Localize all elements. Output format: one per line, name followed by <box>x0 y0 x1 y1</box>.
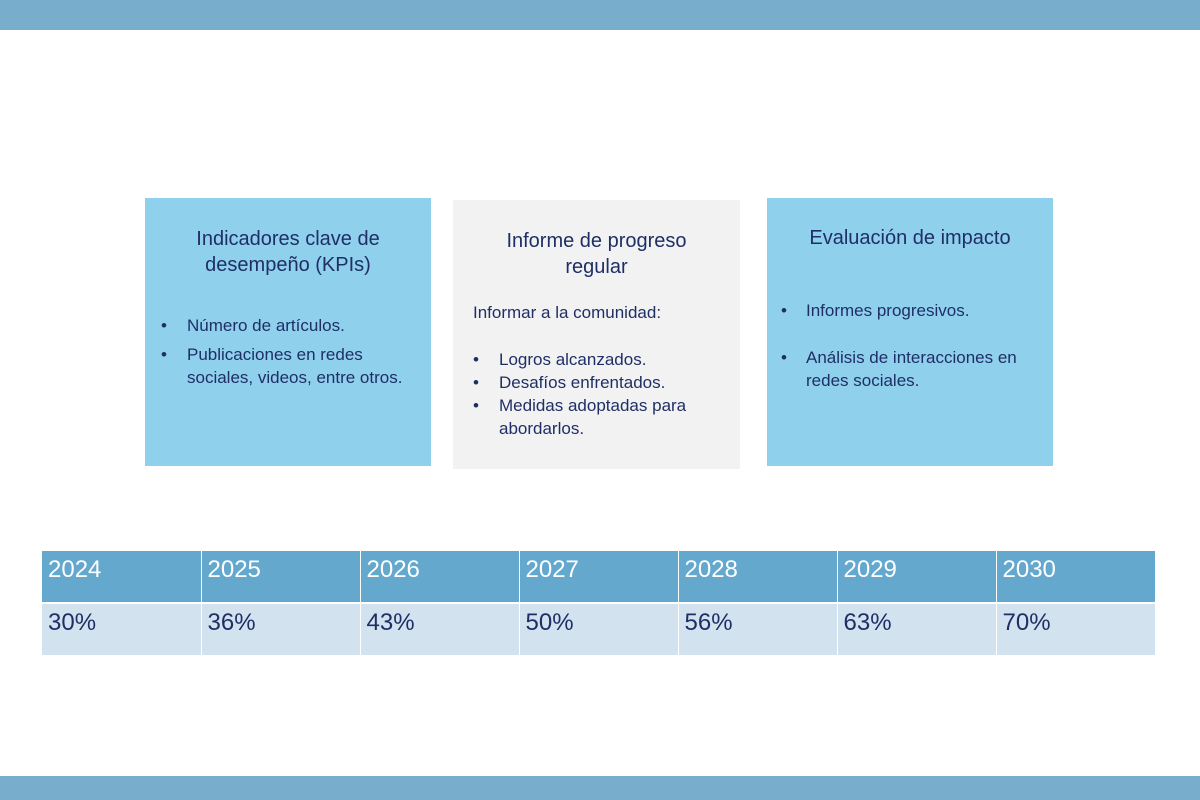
kpi-bullet-list: Número de artículos. Publicaciones en re… <box>145 314 431 395</box>
percent-cell: 50% <box>519 603 679 655</box>
list-item: Desafíos enfrentados. <box>453 371 740 394</box>
table-row: 30% 36% 43% 50% 56% 63% 70% <box>42 603 1155 655</box>
kpi-card: Indicadores clave de desempeño (KPIs) Nú… <box>145 198 431 466</box>
kpi-card-title: Indicadores clave de desempeño (KPIs) <box>196 228 380 276</box>
year-cell: 2026 <box>360 551 520 604</box>
bottom-decorative-band <box>0 776 1200 800</box>
impact-card-title: Evaluación de impacto <box>809 227 1011 249</box>
percent-cell: 63% <box>837 603 997 655</box>
yearly-target-table: 2024 2025 2026 2027 2028 2029 2030 30% 3… <box>42 551 1155 655</box>
year-cell: 2028 <box>678 551 838 604</box>
list-item: Publicaciones en redes sociales, videos,… <box>145 343 431 389</box>
progress-report-card: Informe de progreso regular Informar a l… <box>453 200 740 469</box>
top-decorative-band <box>0 0 1200 30</box>
list-item: Número de artículos. <box>145 314 431 337</box>
impact-bullet-list: Informes progresivos. Análisis de intera… <box>767 299 1053 416</box>
impact-evaluation-card: Evaluación de impacto Informes progresiv… <box>767 198 1053 466</box>
year-cell: 2030 <box>996 551 1155 604</box>
percent-cell: 30% <box>42 603 202 655</box>
progress-card-title: Informe de progreso regular <box>506 230 687 278</box>
list-item: Medidas adoptadas para abordarlos. <box>453 394 740 440</box>
year-cell: 2024 <box>42 551 202 604</box>
percent-cell: 70% <box>996 603 1155 655</box>
percent-cell: 36% <box>201 603 361 655</box>
percent-cell: 56% <box>678 603 838 655</box>
table-header-row: 2024 2025 2026 2027 2028 2029 2030 <box>42 551 1155 604</box>
list-item: Análisis de interacciones en redes socia… <box>767 346 1053 392</box>
progress-card-intro: Informar a la comunidad: <box>473 303 662 322</box>
year-cell: 2029 <box>837 551 997 604</box>
percent-cell: 43% <box>360 603 520 655</box>
list-item: Logros alcanzados. <box>453 348 740 371</box>
list-item: Informes progresivos. <box>767 299 1053 322</box>
year-cell: 2027 <box>519 551 679 604</box>
year-cell: 2025 <box>201 551 361 604</box>
progress-bullet-list: Logros alcanzados. Desafíos enfrentados.… <box>453 348 740 440</box>
